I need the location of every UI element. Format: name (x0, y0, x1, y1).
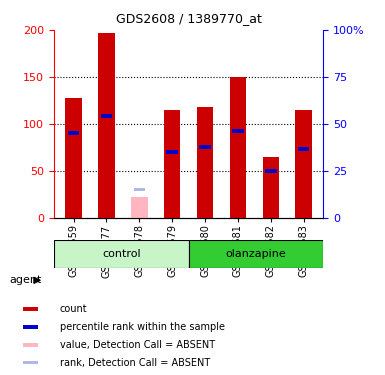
Text: value, Detection Call = ABSENT: value, Detection Call = ABSENT (60, 340, 215, 350)
Bar (121, 240, 155, 268)
Bar (98, 33, 115, 218)
Bar (23, 343, 38, 346)
Bar (265, 169, 276, 172)
Bar (68, 131, 79, 135)
Bar (263, 157, 279, 218)
Bar (199, 146, 211, 149)
Bar (54, 240, 88, 268)
Bar (223, 240, 256, 268)
Bar (189, 240, 223, 268)
Bar (290, 240, 323, 268)
Bar (298, 147, 310, 151)
Text: control: control (102, 249, 141, 259)
Bar (54, 240, 189, 268)
Bar (230, 77, 246, 218)
Bar (197, 107, 213, 218)
Text: agent: agent (10, 275, 42, 285)
Bar (166, 150, 178, 154)
Text: percentile rank within the sample: percentile rank within the sample (60, 322, 225, 332)
Bar (23, 360, 38, 364)
Text: count: count (60, 304, 88, 314)
Text: olanzapine: olanzapine (226, 249, 286, 259)
Bar (134, 188, 145, 191)
Bar (23, 325, 38, 329)
Bar (164, 110, 181, 218)
Bar (155, 240, 189, 268)
Bar (256, 240, 290, 268)
Bar (101, 114, 112, 118)
Bar (232, 129, 244, 133)
Bar (23, 307, 38, 311)
Bar (131, 197, 147, 217)
Bar (189, 240, 323, 268)
Bar (88, 240, 121, 268)
Text: rank, Detection Call = ABSENT: rank, Detection Call = ABSENT (60, 357, 210, 368)
Bar (295, 110, 312, 218)
Title: GDS2608 / 1389770_at: GDS2608 / 1389770_at (116, 12, 261, 25)
Bar (65, 98, 82, 218)
